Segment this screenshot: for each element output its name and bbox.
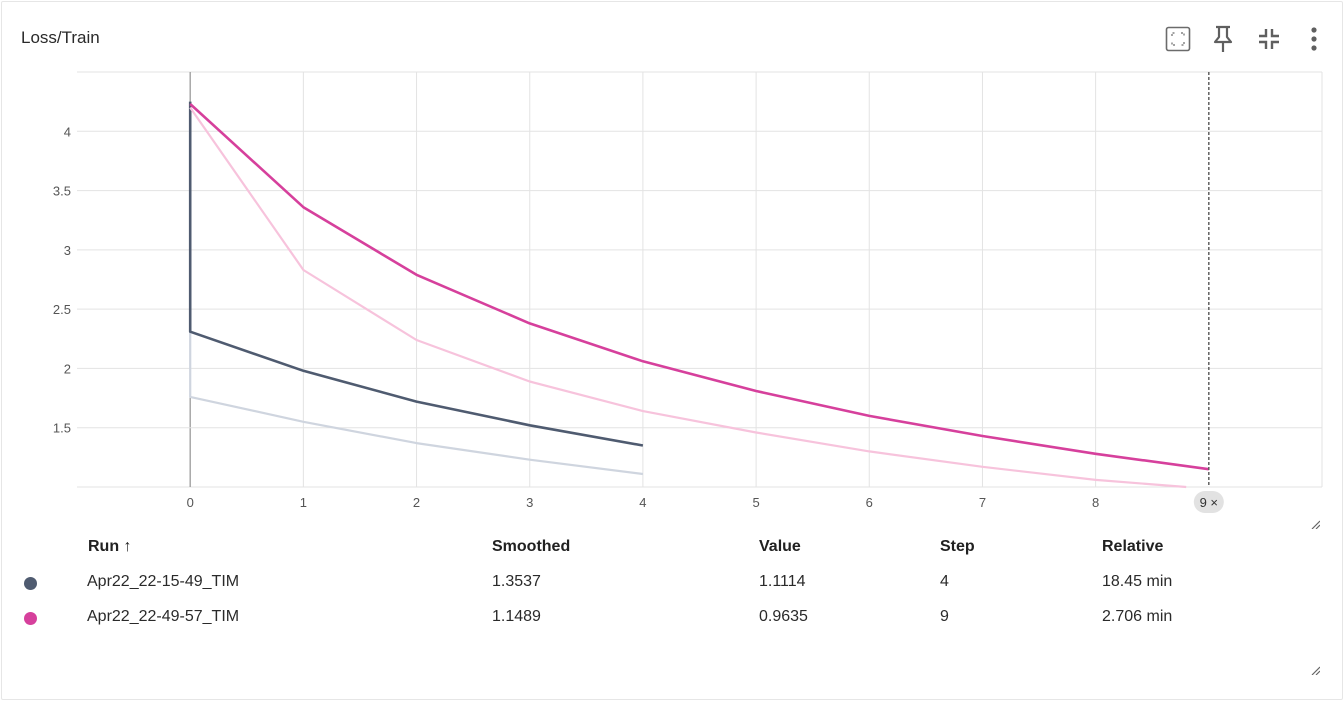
row-relative: 18.45 min: [1102, 573, 1173, 590]
x-tick-label: 1: [300, 495, 307, 510]
resize-icon: [1311, 520, 1321, 530]
run-color-dot: [24, 612, 37, 625]
more-options-button[interactable]: [1299, 24, 1329, 54]
row-relative: 2.706 min: [1102, 608, 1173, 625]
row-step: 9: [940, 608, 949, 625]
x-tick-label: 6: [866, 495, 873, 510]
grid-lines: [77, 71, 1323, 488]
resize-handle-chart[interactable]: [1310, 516, 1321, 530]
y-tick-label: 1.5: [53, 421, 71, 436]
raw-series-line: [189, 331, 644, 476]
y-tick-label: 2.5: [53, 302, 71, 317]
chart-area[interactable]: 9 × 0 1 2 3 4 5 6 7 8 1.5 2 2.5 3 3.5 4: [0, 0, 1344, 520]
collapse-button[interactable]: [1254, 24, 1284, 54]
x-tick-label: 5: [752, 495, 759, 510]
pin-button[interactable]: [1208, 24, 1238, 54]
y-tick-label: 3: [64, 243, 71, 258]
fit-domain-icon: [1165, 26, 1191, 52]
header-smoothed[interactable]: Smoothed: [492, 538, 571, 555]
x-axis-ticks: 0 1 2 3 4 5 6 7 8: [187, 495, 1100, 510]
resize-handle-card[interactable]: [1310, 662, 1321, 676]
header-run[interactable]: Run ↑: [88, 538, 132, 555]
y-tick-label: 2: [64, 361, 71, 376]
row-smoothed: 1.1489: [492, 608, 541, 625]
row-step: 4: [940, 573, 949, 590]
x-tick-label: 4: [639, 495, 646, 510]
header-relative[interactable]: Relative: [1102, 538, 1164, 555]
x-tick-label: 7: [979, 495, 986, 510]
fit-domain-button[interactable]: [1163, 24, 1193, 54]
row-value: 1.1114: [759, 573, 806, 590]
pin-icon: [1213, 25, 1233, 52]
card-title: Loss/Train: [21, 28, 100, 47]
y-tick-label: 4: [64, 124, 71, 139]
smoothed-series-line: [188, 101, 644, 447]
hover-step-chip: [1193, 491, 1224, 513]
row-run-name: Apr22_22-49-57_TIM: [87, 608, 240, 625]
x-tick-label: 8: [1092, 495, 1099, 510]
x-tick-label: 2: [413, 495, 420, 510]
y-axis-ticks: 1.5 2 2.5 3 3.5 4: [53, 124, 71, 435]
resize-icon: [1311, 666, 1321, 676]
raw-series-line: [189, 106, 1187, 489]
row-run-name: Apr22_22-15-49_TIM: [87, 573, 240, 590]
header-step[interactable]: Step: [940, 538, 975, 555]
more-vert-icon: [1311, 27, 1317, 51]
row-value: 0.9635: [759, 608, 808, 625]
line-chart[interactable]: 9 × 0 1 2 3 4 5 6 7 8 1.5 2 2.5 3 3.5 4: [0, 0, 1344, 520]
hover-cursor: 9 ×: [1193, 72, 1224, 513]
x-tick-label: 3: [526, 495, 533, 510]
header-value[interactable]: Value: [759, 538, 801, 555]
y-tick-label: 3.5: [53, 184, 71, 199]
series-lines: [188, 101, 1209, 489]
x-tick-label: 0: [187, 495, 194, 510]
row-smoothed: 1.3537: [492, 573, 541, 590]
collapse-icon: [1259, 29, 1279, 49]
hover-step-label: 9 ×: [1200, 495, 1218, 510]
run-color-dot: [24, 577, 37, 590]
smoothed-series-line: [189, 103, 1209, 471]
